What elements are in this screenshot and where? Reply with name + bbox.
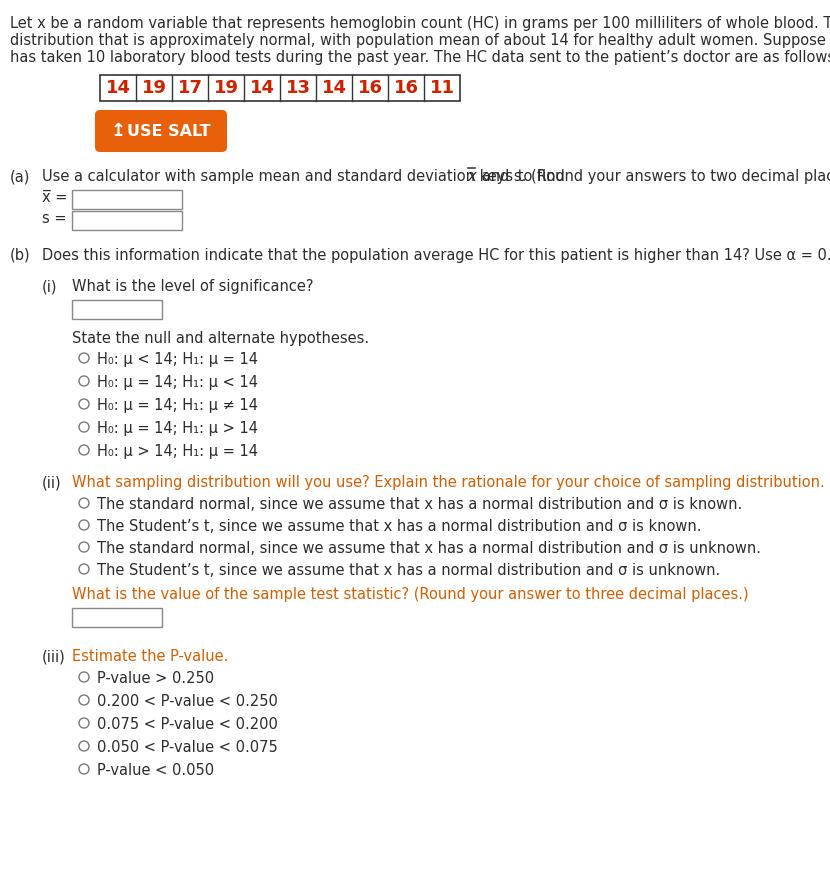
FancyBboxPatch shape (72, 211, 182, 230)
FancyBboxPatch shape (72, 190, 182, 209)
FancyBboxPatch shape (95, 110, 227, 152)
Text: P-value > 0.250: P-value > 0.250 (97, 671, 214, 686)
Text: What is the level of significance?: What is the level of significance? (72, 279, 314, 294)
Text: s =: s = (42, 211, 66, 226)
Text: H₀: μ = 14; H₁: μ < 14: H₀: μ = 14; H₁: μ < 14 (97, 375, 258, 390)
Text: (iii): (iii) (42, 649, 66, 664)
Text: 19: 19 (141, 79, 167, 97)
Text: (b): (b) (10, 248, 31, 263)
Text: 14: 14 (321, 79, 346, 97)
Text: 16: 16 (393, 79, 418, 97)
Text: What sampling distribution will you use? Explain the rationale for your choice o: What sampling distribution will you use?… (72, 475, 825, 490)
Bar (100, 75, 460, 101)
Text: Estimate the P-value.: Estimate the P-value. (72, 649, 228, 664)
Text: 0.075 < P-value < 0.200: 0.075 < P-value < 0.200 (97, 717, 278, 732)
Text: H₀: μ = 14; H₁: μ ≠ 14: H₀: μ = 14; H₁: μ ≠ 14 (97, 398, 258, 413)
Text: 14: 14 (105, 79, 130, 97)
Text: ↥: ↥ (110, 122, 125, 140)
Text: P-value < 0.050: P-value < 0.050 (97, 763, 214, 778)
Text: 17: 17 (178, 79, 203, 97)
Text: 0.050 < P-value < 0.075: 0.050 < P-value < 0.075 (97, 740, 278, 755)
Text: 13: 13 (286, 79, 310, 97)
Text: distribution that is approximately normal, with population mean of about 14 for : distribution that is approximately norma… (10, 33, 830, 48)
Text: Does this information indicate that the population average HC for this patient i: Does this information indicate that the … (42, 248, 830, 263)
Text: H₀: μ < 14; H₁: μ = 14: H₀: μ < 14; H₁: μ = 14 (97, 352, 258, 367)
Text: H₀: μ > 14; H₁: μ = 14: H₀: μ > 14; H₁: μ = 14 (97, 444, 258, 459)
Text: The Student’s t, since we assume that x has a normal distribution and σ is unkno: The Student’s t, since we assume that x … (97, 563, 720, 578)
Text: The standard normal, since we assume that x has a normal distribution and σ is u: The standard normal, since we assume tha… (97, 541, 761, 556)
Text: H₀: μ = 14; H₁: μ > 14: H₀: μ = 14; H₁: μ > 14 (97, 421, 258, 436)
Text: (ii): (ii) (42, 475, 61, 490)
Text: What is the value of the sample test statistic? (Round your answer to three deci: What is the value of the sample test sta… (72, 587, 749, 602)
Text: USE SALT: USE SALT (127, 124, 211, 138)
Text: State the null and alternate hypotheses.: State the null and alternate hypotheses. (72, 331, 369, 346)
Text: Use a calculator with sample mean and standard deviation keys to find: Use a calculator with sample mean and st… (42, 169, 569, 184)
Text: Let x be a random variable that represents hemoglobin count (HC) in grams per 10: Let x be a random variable that represen… (10, 16, 830, 31)
Text: 14: 14 (250, 79, 275, 97)
Text: x̅ =: x̅ = (42, 190, 67, 205)
Text: 19: 19 (213, 79, 238, 97)
Text: has taken 10 laboratory blood tests during the past year. The HC data sent to th: has taken 10 laboratory blood tests duri… (10, 50, 830, 65)
Text: The Student’s t, since we assume that x has a normal distribution and σ is known: The Student’s t, since we assume that x … (97, 519, 701, 534)
Text: and s. (Round your answers to two decimal places.): and s. (Round your answers to two decima… (476, 169, 830, 184)
Text: 11: 11 (429, 79, 455, 97)
FancyBboxPatch shape (72, 608, 162, 627)
FancyBboxPatch shape (72, 300, 162, 319)
Text: 16: 16 (358, 79, 383, 97)
Text: (a): (a) (10, 169, 31, 184)
Text: (i): (i) (42, 279, 57, 294)
Text: The standard normal, since we assume that x has a normal distribution and σ is k: The standard normal, since we assume tha… (97, 497, 742, 512)
Text: 0.200 < P-value < 0.250: 0.200 < P-value < 0.250 (97, 694, 278, 709)
Text: x: x (467, 169, 476, 184)
